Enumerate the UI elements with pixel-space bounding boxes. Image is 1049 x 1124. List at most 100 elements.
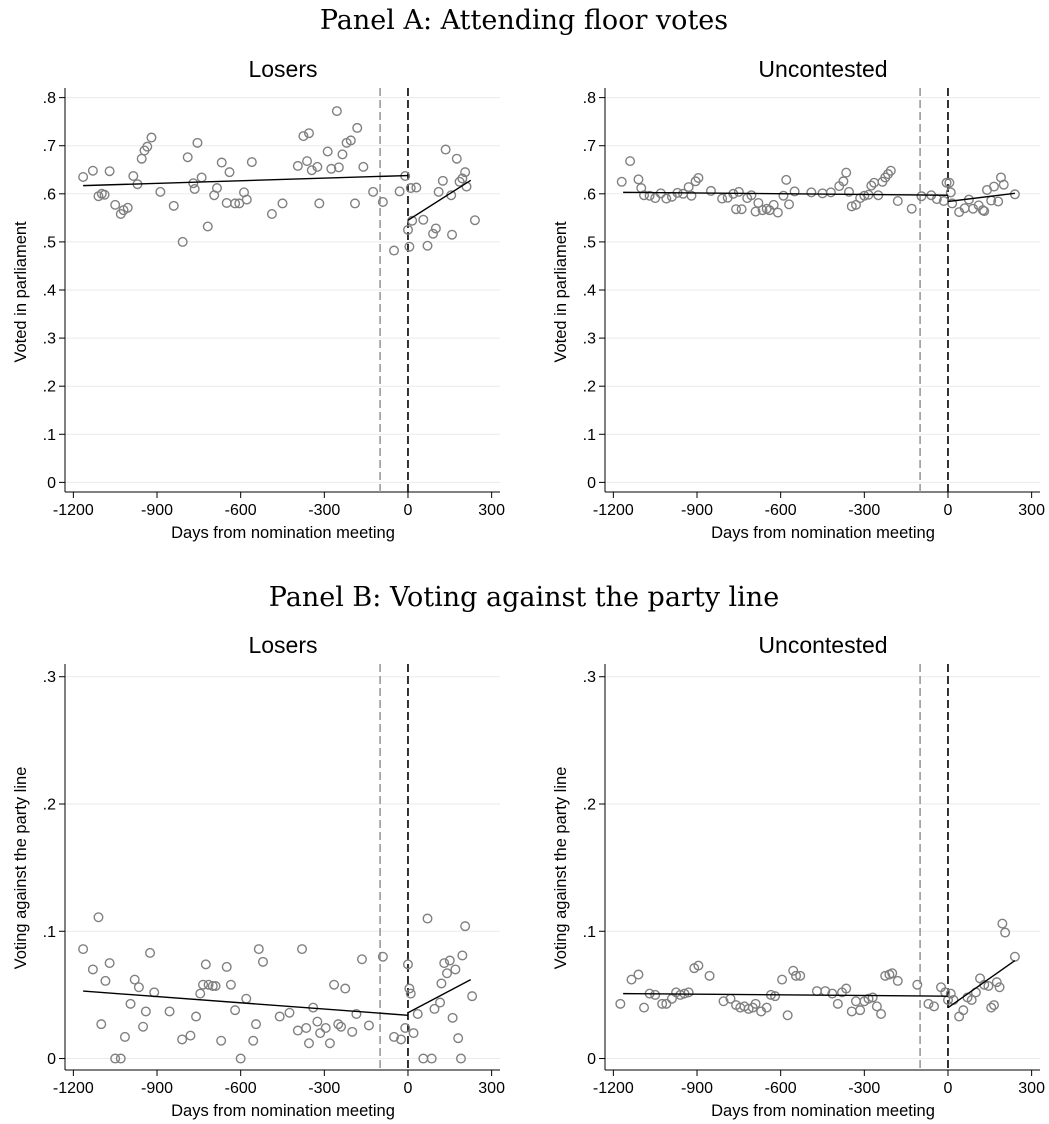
data-point	[832, 998, 843, 1009]
data-point	[363, 1020, 374, 1031]
data-point	[230, 198, 241, 209]
data-point	[871, 1001, 882, 1012]
x-tick-label: 300	[1018, 1080, 1045, 1097]
data-point	[136, 153, 147, 164]
data-point	[855, 1005, 866, 1016]
data-point	[191, 1011, 202, 1022]
data-point	[944, 177, 955, 188]
data-point	[377, 951, 388, 962]
data-point	[196, 172, 207, 183]
chart-panel-a-losers: Losers Days from nomination meeting Vote…	[12, 56, 505, 542]
data-point	[257, 956, 268, 967]
data-point	[717, 193, 728, 204]
data-point	[777, 974, 788, 985]
data-point	[200, 959, 211, 970]
panel-b-title: Panel B: Voting against the party line	[269, 582, 779, 613]
fit-line	[83, 174, 409, 187]
data-point	[457, 950, 468, 961]
data-point	[224, 167, 235, 178]
data-point	[333, 162, 344, 173]
data-point	[168, 200, 179, 211]
data-point	[885, 165, 896, 176]
data-point	[246, 157, 257, 168]
data-point	[274, 1011, 285, 1022]
data-point	[454, 176, 465, 187]
x-tick-label: -900	[141, 1080, 173, 1097]
x-tick-label: -1200	[53, 1080, 94, 1097]
data-point	[994, 982, 1005, 993]
y-tick-label: .3	[43, 669, 56, 686]
data-point	[202, 221, 213, 232]
data-point	[322, 146, 333, 157]
data-point	[234, 198, 245, 209]
data-point	[843, 186, 854, 197]
data-point	[436, 978, 447, 989]
data-point	[389, 245, 400, 256]
data-point	[666, 993, 677, 1004]
data-point	[320, 1023, 331, 1034]
data-point	[437, 175, 448, 186]
data-point	[177, 236, 188, 247]
data-point	[145, 947, 156, 958]
data-point	[683, 987, 694, 998]
data-point	[644, 190, 655, 201]
data-point	[314, 198, 325, 209]
data-point	[639, 1002, 650, 1013]
data-point	[347, 1026, 358, 1037]
data-point	[650, 989, 661, 1000]
data-point	[358, 161, 369, 172]
data-point	[704, 970, 715, 981]
data-point	[683, 182, 694, 193]
data-point	[887, 968, 898, 979]
data-point	[469, 215, 480, 226]
data-point	[164, 1006, 175, 1017]
y-tick-label: .1	[43, 427, 56, 444]
data-point	[827, 988, 838, 999]
data-point	[429, 1003, 440, 1014]
x-tick-label: -600	[225, 502, 257, 519]
x-tick-label: -1200	[53, 502, 94, 519]
data-point	[954, 1011, 965, 1022]
data-point	[693, 172, 704, 183]
data-point	[733, 186, 744, 197]
data-point	[368, 186, 379, 197]
data-point	[211, 183, 222, 194]
x-axis-label: Days from nomination meeting	[171, 524, 395, 542]
x-tick-label: 0	[404, 502, 413, 519]
data-point	[761, 1002, 772, 1013]
data-point	[983, 981, 994, 992]
y-tick-label: .2	[43, 379, 56, 396]
data-point	[400, 1023, 411, 1034]
data-point	[770, 991, 781, 1002]
data-point	[988, 1000, 999, 1011]
x-axis-label: Days from nomination meeting	[711, 524, 935, 542]
y-tick-label: .8	[583, 90, 596, 107]
fit-line	[623, 992, 948, 997]
data-point	[892, 196, 903, 207]
data-point	[929, 1001, 940, 1012]
data-point	[277, 198, 288, 209]
y-tick-label: .3	[583, 331, 596, 348]
data-point	[690, 176, 701, 187]
data-point	[947, 198, 958, 209]
x-axis-label: Days from nomination meeting	[711, 1102, 935, 1120]
data-point	[460, 167, 471, 178]
data-point	[850, 996, 861, 1007]
chart-panel-a-uncontested: Uncontested Days from nomination meeting…	[552, 56, 1045, 542]
data-point	[811, 986, 822, 997]
data-point	[408, 1028, 419, 1039]
data-point	[140, 1006, 151, 1017]
data-point	[880, 172, 891, 183]
x-tick-label: -300	[848, 502, 880, 519]
data-point	[650, 193, 661, 204]
data-point	[188, 178, 199, 189]
x-tick-label: -1200	[593, 1080, 634, 1097]
data-point	[867, 992, 878, 1003]
data-point	[757, 205, 768, 216]
data-point	[941, 177, 952, 188]
data-point	[876, 1009, 887, 1020]
chart-panel-b-uncontested: Uncontested Days from nomination meeting…	[552, 632, 1045, 1120]
data-point	[241, 194, 252, 205]
data-point	[78, 171, 89, 182]
data-point	[440, 144, 451, 155]
